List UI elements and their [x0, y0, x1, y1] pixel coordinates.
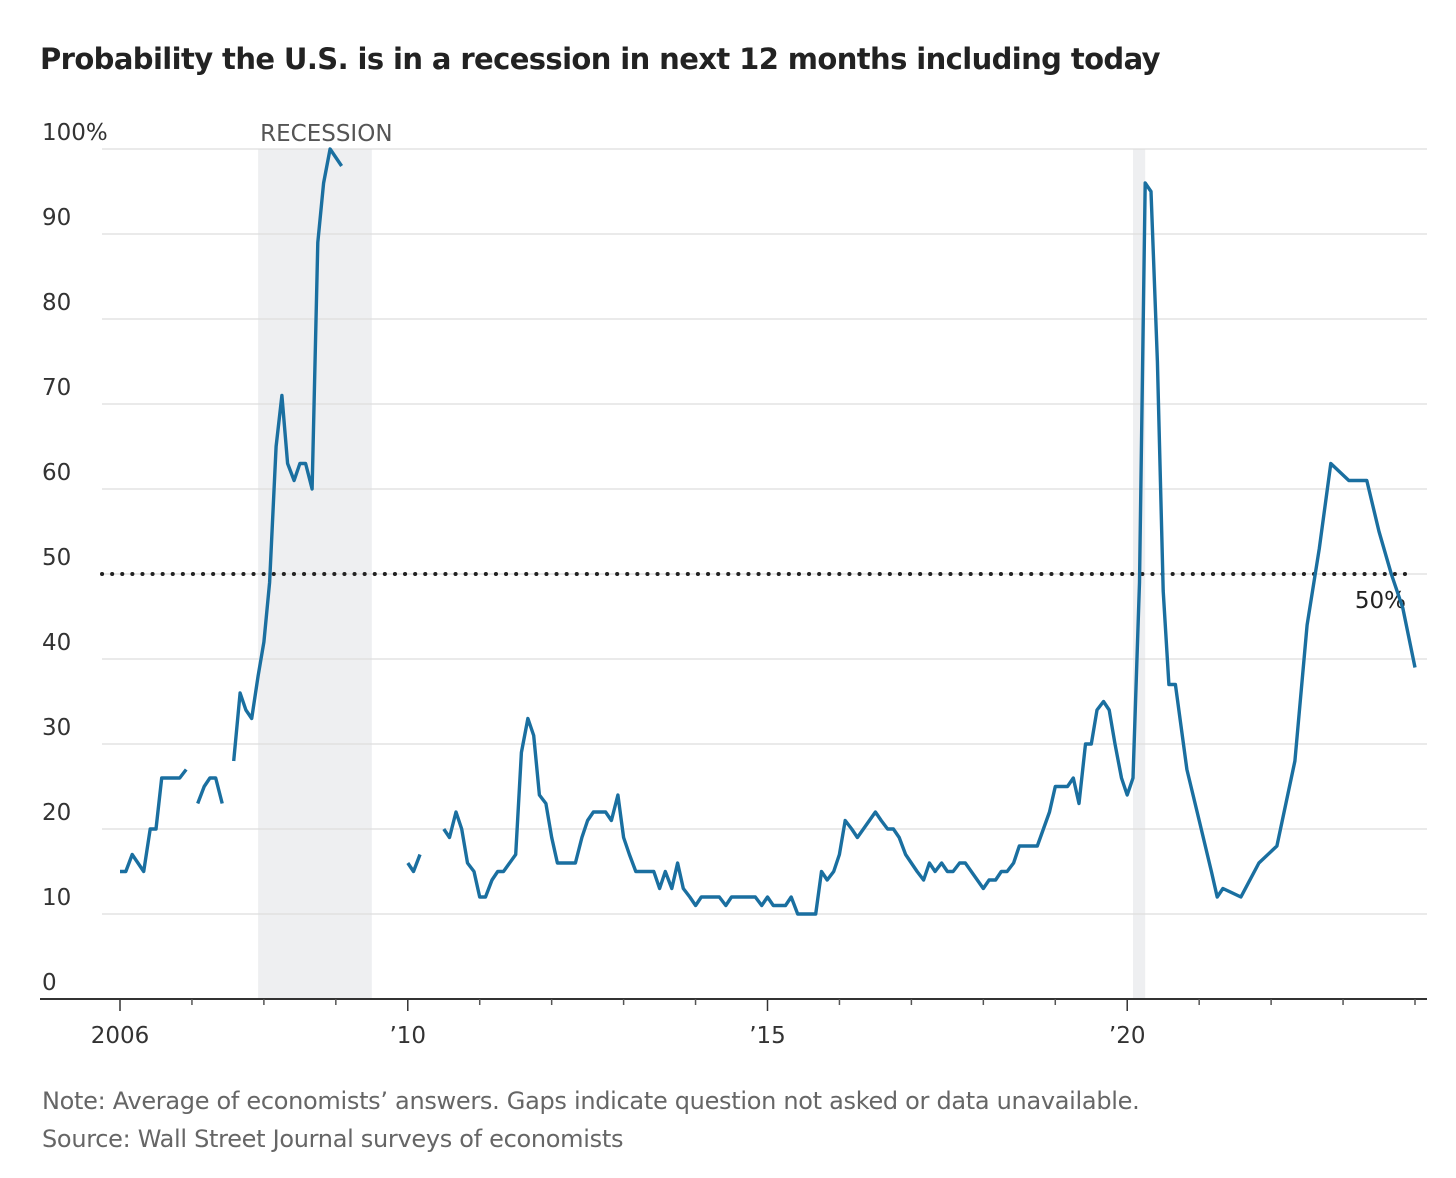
gridlines [102, 148, 1427, 915]
series-line-segment [120, 768, 188, 874]
series-line-segment [196, 776, 224, 805]
y-tick-label: 90 [42, 205, 71, 231]
y-axis-labels: 0 10 20 30 40 50 60 70 80 90 100% [42, 120, 108, 996]
series-lines [120, 147, 1417, 916]
y-tick-label: 0 [42, 970, 57, 996]
y-tick-label: 60 [42, 460, 71, 486]
y-tick-label: 50 [42, 545, 71, 571]
y-tick-label: 100% [42, 120, 108, 146]
x-axis: 2006 ’10 ’15 ’20 [40, 998, 1427, 1049]
chart-note: Note: Average of economists’ answers. Ga… [42, 1087, 1140, 1115]
series-line-segment [232, 147, 344, 762]
x-tick-label: ’10 [389, 1023, 426, 1049]
y-tick-label: 80 [42, 290, 71, 316]
y-tick-label: 70 [42, 375, 71, 401]
y-tick-label: 40 [42, 630, 71, 656]
x-tick-label: 2006 [91, 1023, 150, 1049]
x-tick-label: ’15 [749, 1023, 786, 1049]
series-line-segment [442, 181, 1417, 916]
chart-source: Source: Wall Street Journal surveys of e… [42, 1125, 624, 1153]
chart-title: Probability the U.S. is in a recession i… [40, 42, 1161, 76]
y-tick-label: 20 [42, 800, 71, 826]
y-tick-label: 30 [42, 715, 71, 741]
x-tick-label: ’20 [1109, 1023, 1146, 1049]
y-tick-label: 10 [42, 885, 71, 911]
series-line-segment [406, 853, 422, 874]
recession-label: RECESSION [260, 121, 392, 147]
